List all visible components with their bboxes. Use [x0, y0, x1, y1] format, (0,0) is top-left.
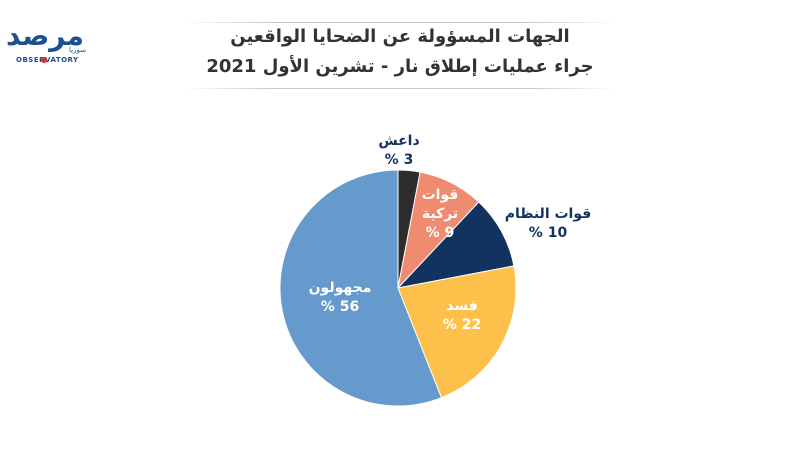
- pie-slice-unknown: [279, 169, 443, 407]
- logo-arabic-text: سوريا: [69, 46, 86, 54]
- title-bottom-rule: [185, 88, 615, 89]
- chart-title: الجهات المسؤولة عن الضحايا الواقعين جراء…: [185, 22, 615, 82]
- title-top-rule: [185, 22, 615, 23]
- logo-latin-text: OBSERVATORY: [16, 56, 79, 64]
- logo-word: مرصد: [6, 19, 84, 52]
- title-line-2: جراء عمليات إطلاق نار - تشرين الأول 2021: [206, 56, 594, 77]
- slice-label-turkish-forces: قوات: [422, 187, 459, 203]
- pie-slice-sdf: [397, 265, 517, 399]
- slice-value-turkish-forces: 9 %: [426, 225, 455, 241]
- slice-label-turkish-forces: تركية: [422, 206, 458, 222]
- slice-label-unknown: مجهولون: [309, 280, 372, 296]
- slice-label-sdf: قسد: [446, 298, 478, 314]
- slice-value-unknown: 56 %: [321, 299, 359, 315]
- slice-value-sdf: 22 %: [443, 317, 481, 333]
- title-line-1: الجهات المسؤولة عن الضحايا الواقعين: [230, 26, 570, 47]
- slice-value-regime-forces: 10 %: [529, 225, 568, 241]
- slice-value-isis: 3 %: [385, 152, 414, 168]
- slice-label-regime-forces: قوات النظام: [505, 206, 592, 222]
- logo-dot-icon: [41, 57, 47, 63]
- pie-slice-regime-forces: [396, 201, 515, 289]
- logo: مرصد سوريا OBSERVATORY: [6, 19, 92, 70]
- slice-label-isis: داعش: [378, 133, 419, 149]
